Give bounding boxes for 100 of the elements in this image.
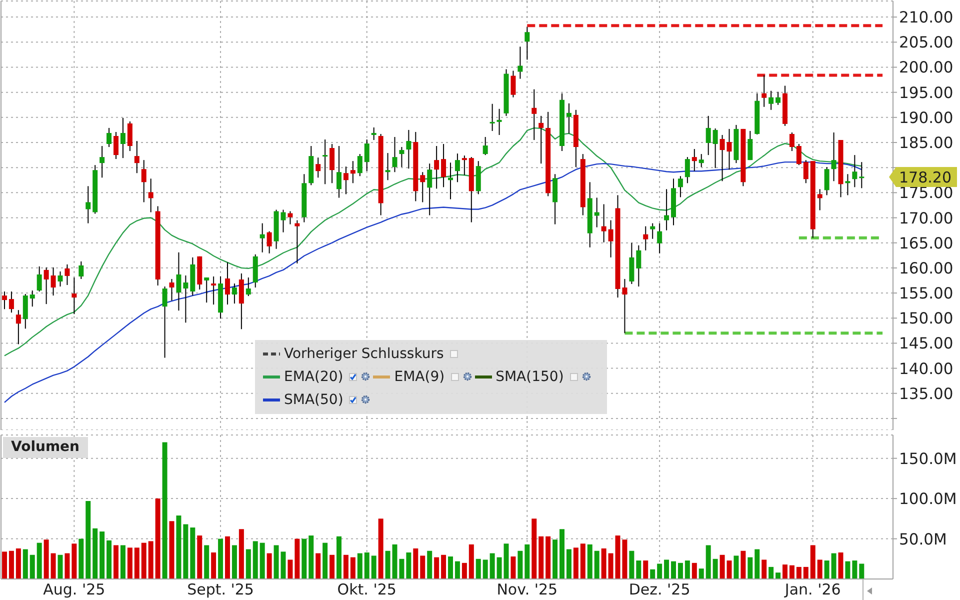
candlestick (176, 252, 182, 312)
y-tick-label: 175.00 (899, 184, 954, 202)
bar (454, 561, 460, 579)
y-tick-label: 190.00 (899, 108, 954, 127)
candlestick (803, 160, 808, 184)
candlestick (712, 128, 718, 169)
bar (266, 553, 272, 579)
y-tick-label: 150.0M (899, 450, 957, 468)
candlestick (120, 117, 126, 159)
bar (462, 562, 467, 579)
bar (748, 557, 753, 579)
candlestick (343, 166, 348, 195)
candlestick (831, 132, 836, 182)
bar (238, 529, 244, 579)
bar (608, 553, 614, 579)
candlestick (650, 222, 656, 240)
candlestick (420, 172, 426, 203)
bar (838, 552, 844, 579)
candlestick (845, 174, 850, 196)
candlestick (692, 148, 697, 172)
y-tick-label: 150.00 (899, 310, 954, 328)
bar (789, 565, 794, 579)
bar (322, 542, 328, 579)
candlestick (518, 46, 523, 80)
candlestick (524, 26, 530, 60)
candlestick (134, 140, 140, 174)
bar (274, 545, 279, 579)
x-tick-label: Nov. '25 (496, 580, 558, 599)
candlestick (636, 244, 642, 287)
y-tick-label: 140.00 (899, 360, 954, 378)
candlestick (280, 209, 286, 233)
bar (316, 553, 321, 579)
bar (16, 548, 21, 579)
bar (768, 566, 774, 579)
candlestick (232, 282, 237, 304)
bar (204, 545, 210, 579)
bar (134, 548, 140, 579)
bar (490, 553, 495, 579)
bar (754, 549, 760, 579)
bar (468, 544, 474, 579)
bar (629, 550, 634, 579)
candlestick (657, 222, 662, 254)
candlestick (316, 157, 321, 178)
candlestick (427, 163, 432, 216)
bar (510, 556, 516, 579)
bar (169, 521, 174, 579)
bar (560, 529, 564, 579)
candlestick (448, 162, 453, 200)
bar (740, 550, 746, 579)
bar (796, 566, 802, 579)
y-tick-label: 185.00 (899, 134, 954, 152)
bar (343, 554, 348, 579)
bar (657, 564, 662, 579)
bar (294, 538, 300, 579)
bar (859, 564, 864, 579)
bar (50, 553, 56, 579)
bar (58, 554, 63, 579)
candlestick (30, 290, 35, 308)
candlestick (58, 270, 63, 287)
bar (364, 552, 370, 579)
bar (448, 556, 453, 579)
bar (671, 561, 676, 579)
candlestick (183, 274, 188, 324)
bar (434, 557, 440, 579)
candlestick (406, 129, 412, 170)
y-tick-label: 200.00 (899, 58, 954, 77)
bar (288, 560, 293, 579)
legend-label: EMA(20) (284, 368, 344, 384)
bar (371, 556, 376, 579)
bar (162, 442, 168, 579)
candlestick (260, 222, 265, 253)
candlestick (434, 146, 440, 190)
bar (441, 554, 446, 579)
bar (664, 560, 670, 579)
y-tick-label: 170.00 (899, 209, 954, 228)
bar (698, 568, 704, 579)
bar (252, 541, 258, 579)
legend-label: SMA(150) (496, 368, 564, 384)
candlestick (454, 153, 460, 183)
candlestick (601, 204, 606, 243)
candlestick (44, 266, 49, 305)
candlestick (684, 156, 690, 184)
candlestick (594, 197, 600, 228)
candlestick (789, 132, 794, 152)
candlestick (664, 188, 670, 231)
bar (190, 528, 196, 579)
bar (852, 560, 858, 579)
x-tick-label: Sept. '25 (187, 580, 254, 599)
bar (831, 553, 836, 579)
candlestick (225, 262, 230, 306)
candlestick (859, 162, 864, 189)
legend-label: SMA(50) (284, 392, 344, 408)
candlestick (608, 220, 614, 258)
candlestick (532, 88, 537, 140)
candlestick (141, 160, 146, 203)
bar (636, 560, 642, 579)
bar (706, 545, 711, 579)
bar (197, 536, 202, 579)
y-tick-label: 210.00 (899, 8, 954, 27)
bar (810, 545, 816, 579)
